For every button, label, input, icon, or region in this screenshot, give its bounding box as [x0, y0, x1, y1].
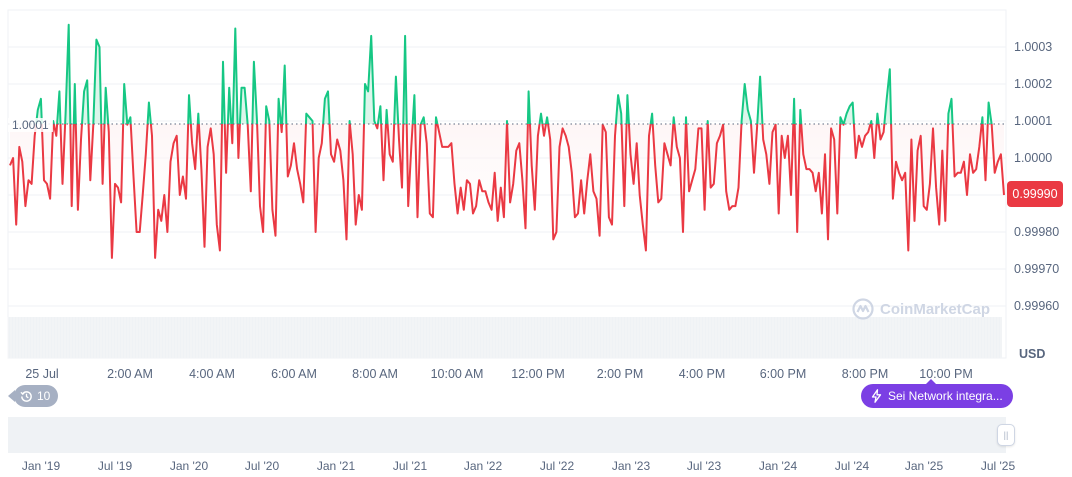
- navigator-tick-label: Jan '19: [21, 459, 61, 473]
- x-tick-label: 2:00 PM: [596, 367, 644, 381]
- x-tick-label: 6:00 AM: [271, 367, 317, 381]
- x-tick-label: 25 Jul: [25, 367, 59, 381]
- events-count: 10: [37, 389, 51, 403]
- y-tick-label: 1.0000: [1014, 151, 1053, 165]
- x-tick-label: 10:00 PM: [919, 367, 973, 381]
- x-tick-label: 12:00 PM: [511, 367, 565, 381]
- navigator-tick-label: Jan '22: [463, 459, 503, 473]
- navigator-tick-label: Jul '19: [97, 459, 133, 473]
- y-tick-label: 1.0002: [1014, 77, 1053, 91]
- navigator-tick-label: Jul '22: [539, 459, 575, 473]
- time-range-navigator[interactable]: [8, 417, 1006, 453]
- y-tick-label: 0.99970: [1014, 262, 1060, 276]
- navigator-tick-label: Jul '25: [980, 459, 1016, 473]
- y-tick-label: 0.99980: [1014, 225, 1060, 239]
- coinmarketcap-logo-icon: [852, 298, 874, 320]
- x-tick-label: 4:00 AM: [189, 367, 235, 381]
- navigator-tick-label: Jan '23: [611, 459, 651, 473]
- reference-price-label: 1.0001: [8, 118, 53, 132]
- x-tick-label: 8:00 PM: [841, 367, 889, 381]
- events-toggle-button[interactable]: 10: [7, 385, 59, 407]
- navigator-tick-label: Jan '21: [316, 459, 356, 473]
- news-event-pill[interactable]: Sei Network integra...: [861, 379, 1013, 408]
- navigator-tick-label: Jan '24: [758, 459, 798, 473]
- x-tick-label: 10:00 AM: [430, 367, 484, 381]
- navigator-handle[interactable]: ||: [997, 424, 1015, 446]
- x-tick-label: 2:00 AM: [107, 367, 153, 381]
- y-tick-label: 1.0003: [1014, 40, 1053, 54]
- lightning-icon: [871, 389, 882, 403]
- navigator-tick-label: Jan '25: [904, 459, 944, 473]
- history-icon: [20, 390, 32, 402]
- navigator-tick-label: Jul '23: [686, 459, 722, 473]
- x-tick-label: 6:00 PM: [759, 367, 807, 381]
- navigator-tick-label: Jul '21: [392, 459, 428, 473]
- x-tick-label: 8:00 AM: [352, 367, 398, 381]
- x-tick-label: 4:00 PM: [678, 367, 726, 381]
- currency-label: USD: [1019, 347, 1046, 361]
- navigator-tick-label: Jul '24: [834, 459, 870, 473]
- y-tick-label: 0.99960: [1014, 299, 1060, 313]
- watermark-text: CoinMarketCap: [880, 300, 991, 318]
- y-tick-label: 1.0001: [1014, 114, 1053, 128]
- navigator-tick-label: Jan '20: [169, 459, 209, 473]
- news-pill-label: Sei Network integra...: [888, 389, 1003, 403]
- coinmarketcap-watermark: CoinMarketCap: [852, 298, 990, 320]
- navigator-tick-label: Jul '20: [244, 459, 280, 473]
- current-price-badge: 0.99990: [1007, 181, 1063, 207]
